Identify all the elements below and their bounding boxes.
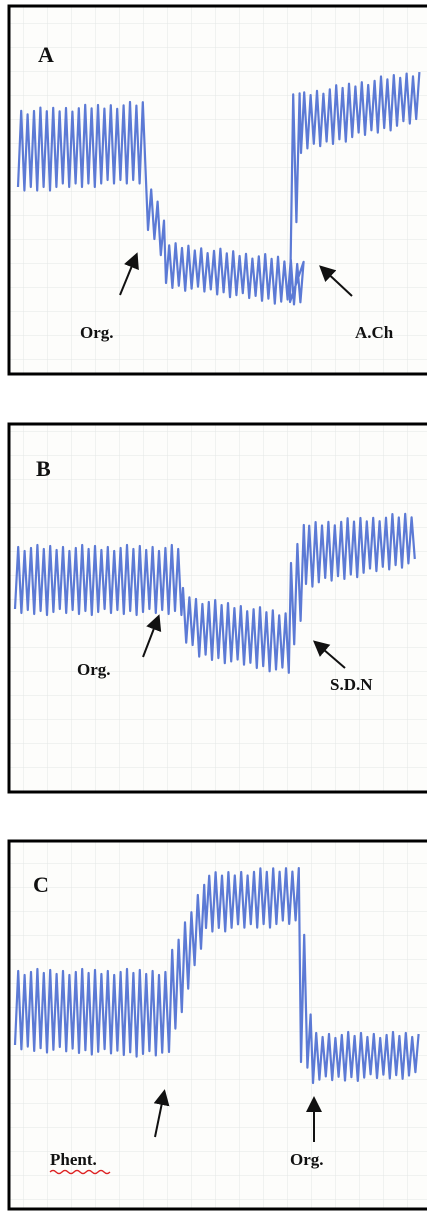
spell-underline — [49, 1169, 111, 1175]
arrow — [312, 640, 346, 669]
label: Org. — [290, 1150, 324, 1169]
arrow — [142, 614, 162, 658]
panel-frame — [7, 4, 427, 376]
trace-line — [13, 867, 420, 1085]
panel-letter: A — [38, 42, 54, 67]
trace-line — [16, 72, 421, 306]
trace — [13, 867, 420, 1085]
label: S.D.N — [330, 675, 373, 694]
trace — [16, 72, 421, 306]
arrow — [153, 1089, 170, 1138]
arrow — [319, 265, 353, 297]
panel-c: C Phent. Org. — [7, 839, 427, 1211]
panel-letter: C — [33, 872, 49, 897]
label: A.Ch — [355, 323, 394, 342]
label: Org. — [77, 660, 111, 679]
panel-b: B Org. S.D.N — [7, 422, 427, 794]
trace — [13, 512, 416, 674]
trace-line — [13, 512, 416, 674]
arrow — [119, 252, 139, 296]
label: Org. — [80, 323, 114, 342]
panel-a: A Org. A.Ch — [7, 4, 427, 376]
label: Phent. — [50, 1150, 97, 1169]
panel-letter: B — [36, 456, 51, 481]
